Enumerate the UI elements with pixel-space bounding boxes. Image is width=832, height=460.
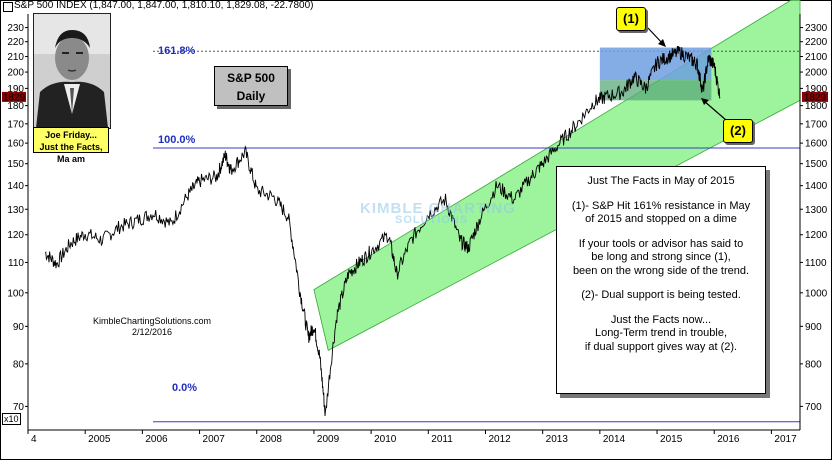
y-tick-label-left: 140 bbox=[7, 181, 24, 192]
last-value-tag-left-text: 1829 bbox=[3, 92, 26, 103]
callout-arrows bbox=[647, 27, 727, 121]
facts-point-1-line-1: (1)- S&P Hit 161% resistance in May bbox=[571, 199, 751, 212]
x-tick-label: 2010 bbox=[374, 434, 397, 445]
y-tick-label-left: 220 bbox=[7, 37, 24, 48]
last-value-tag-right-text: 1829 bbox=[804, 92, 827, 103]
chart-title: S&P 500 bbox=[227, 71, 275, 85]
y-tick-label-right: 1600 bbox=[805, 139, 828, 150]
chart-title-box: S&P 500 Daily bbox=[214, 66, 288, 106]
facts-conclusion-line-3: if dual support gives way at (2). bbox=[584, 340, 738, 353]
y-tick-label-right: 1400 bbox=[805, 181, 828, 192]
last-value-tag-right bbox=[802, 91, 828, 102]
facts-conclusion-line-1: Just the Facts now... bbox=[610, 313, 712, 326]
chart-subtitle: Daily bbox=[236, 89, 266, 103]
facts-warning: If your tools or advisor has said to be l… bbox=[557, 238, 765, 279]
fib-levels bbox=[153, 50, 800, 423]
y-tick-label-right: 1100 bbox=[805, 258, 827, 269]
y-tick-label-right: 1000 bbox=[805, 288, 828, 299]
x-tick-label: 2014 bbox=[603, 434, 626, 445]
photo-caption-line-2: Just the Facts, Ma am bbox=[39, 142, 103, 164]
y-tick-label-right: 1200 bbox=[805, 230, 828, 241]
facts-heading: Just The Facts in May of 2015 bbox=[587, 175, 735, 187]
credit-block: KimbleChartingSolutions.com 2/12/2016 bbox=[82, 316, 222, 338]
facts-warning-line-2: be long and strong since (1), bbox=[591, 251, 731, 263]
joe-friday-photo bbox=[33, 13, 111, 129]
y-tick-label-right: 700 bbox=[805, 402, 822, 413]
y-tick-label-left: 70 bbox=[13, 402, 25, 413]
y-tick-label-right: 800 bbox=[805, 359, 822, 370]
x-tick-label: 4 bbox=[31, 434, 37, 445]
fib-label-0: 0.0% bbox=[172, 382, 198, 394]
y-tick-label-right: 2300 bbox=[805, 23, 828, 34]
arrow-1-head bbox=[658, 39, 666, 47]
axes: 70 700 80 800 90 900 100 1000 110 1100 120 1200 130 1… bbox=[2, 14, 828, 445]
watermark-line-2: SOLUTIONS bbox=[395, 214, 469, 226]
y-tick-label-right: 2100 bbox=[805, 52, 828, 63]
facts-conclusion: Just the Facts now... Long-Term trend in … bbox=[557, 314, 765, 355]
x-tick-label: 2006 bbox=[145, 434, 168, 445]
y-tick-label-left: 110 bbox=[8, 258, 24, 269]
chart-header: S&P 500 INDEX (1,847.00, 1,847.00, 1,810… bbox=[14, 0, 314, 11]
facts-conclusion-line-2: Long-Term trend in trouble, bbox=[594, 327, 728, 339]
y-tick-label-right: 1300 bbox=[805, 205, 828, 216]
facts-warning-line-3: been on the wrong side of the trend. bbox=[572, 264, 750, 277]
photo-caption: Joe Friday... Just the Facts, Ma am bbox=[33, 127, 109, 164]
y-tick-label-left: 130 bbox=[7, 205, 24, 216]
y-tick-label-left: 200 bbox=[7, 68, 24, 79]
y-tick-label-right: 1800 bbox=[805, 101, 828, 112]
y-tick-label-left: 100 bbox=[7, 288, 24, 299]
scale-x10-label: x10 bbox=[2, 413, 21, 425]
y-tick-label-left: 120 bbox=[7, 230, 24, 241]
facts-point-1-line-2: of 2015 and stopped on a dime bbox=[585, 213, 737, 225]
y-tick-label-right: 2200 bbox=[805, 37, 828, 48]
chart-menu-square[interactable] bbox=[3, 2, 13, 12]
callout-1: (1) bbox=[616, 7, 646, 31]
facts-point-2: (2)- Dual support is being tested. bbox=[581, 289, 741, 301]
photo-caption-line-1: Joe Friday... bbox=[45, 130, 97, 140]
price-series bbox=[44, 45, 721, 417]
highlight-boxes bbox=[599, 47, 712, 101]
x-tick-label: 2015 bbox=[660, 434, 683, 445]
y-tick-label-left: 210 bbox=[7, 52, 24, 63]
x-tick-label: 2013 bbox=[546, 434, 569, 445]
y-tick-label-right: 1500 bbox=[805, 159, 828, 170]
y-tick-label-left: 160 bbox=[7, 139, 24, 150]
x-tick-label: 2017 bbox=[774, 434, 797, 445]
y-tick-label-left: 90 bbox=[13, 322, 25, 333]
watermark-line-1: KIMBLE CHARTING bbox=[360, 200, 516, 217]
price-line bbox=[44, 45, 721, 417]
arrow-2-head bbox=[701, 98, 709, 105]
arrow-2 bbox=[703, 100, 727, 121]
facts-textbox: Just The Facts in May of 2015 (1)- S&P H… bbox=[556, 166, 766, 394]
facts-warning-line-1: If your tools or advisor has said to bbox=[578, 237, 744, 250]
support-box bbox=[599, 80, 712, 101]
y-tick-label-left: 80 bbox=[13, 359, 25, 370]
credit-site: KimbleChartingSolutions.com bbox=[92, 316, 212, 326]
credit-date: 2/12/2016 bbox=[131, 327, 173, 337]
x-tick-label: 2005 bbox=[88, 434, 111, 445]
x-tick-label: 2009 bbox=[317, 434, 340, 445]
y-tick-label-left: 180 bbox=[7, 101, 24, 112]
y-tick-label-right: 2000 bbox=[805, 68, 828, 79]
y-tick-label-left: 190 bbox=[7, 84, 24, 95]
y-tick-label-left: 150 bbox=[7, 159, 24, 170]
x-tick-label: 2016 bbox=[717, 434, 740, 445]
y-tick-label-right: 1900 bbox=[805, 84, 828, 95]
facts-point-1: (1)- S&P Hit 161% resistance in May of 20… bbox=[557, 200, 765, 227]
x-tick-label: 2012 bbox=[488, 434, 511, 445]
portrait-image bbox=[34, 14, 110, 128]
x-tick-label: 2008 bbox=[260, 434, 283, 445]
last-value-tag-left bbox=[2, 91, 26, 102]
fib-label-100: 100.0% bbox=[158, 134, 196, 146]
fib-label-161: 161.8% bbox=[158, 45, 196, 57]
y-tick-label-right: 1700 bbox=[805, 119, 828, 130]
y-tick-label-left: 230 bbox=[7, 23, 24, 34]
y-tick-label-right: 900 bbox=[805, 322, 822, 333]
x-tick-label: 2011 bbox=[431, 434, 453, 445]
x-tick-label: 2007 bbox=[203, 434, 226, 445]
y-tick-label-left: 170 bbox=[7, 119, 24, 130]
callout-2: (2) bbox=[723, 119, 753, 143]
